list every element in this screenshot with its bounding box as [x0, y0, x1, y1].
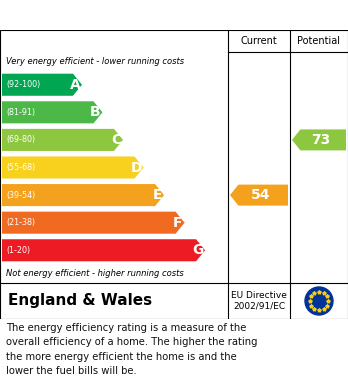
- Text: D: D: [131, 160, 142, 174]
- Text: England & Wales: England & Wales: [8, 294, 152, 308]
- Polygon shape: [2, 101, 102, 123]
- Text: (81-91): (81-91): [6, 108, 35, 117]
- Polygon shape: [2, 74, 82, 96]
- Text: EU Directive: EU Directive: [231, 292, 287, 301]
- Polygon shape: [292, 129, 346, 151]
- Text: E: E: [152, 188, 162, 202]
- Text: G: G: [192, 243, 204, 257]
- Text: 73: 73: [311, 133, 331, 147]
- Text: A: A: [70, 78, 80, 92]
- Polygon shape: [2, 184, 164, 206]
- Polygon shape: [2, 129, 123, 151]
- Text: Current: Current: [240, 36, 277, 46]
- Text: (21-38): (21-38): [6, 218, 35, 227]
- Text: B: B: [90, 105, 101, 119]
- Text: (69-80): (69-80): [6, 135, 35, 144]
- Polygon shape: [2, 156, 143, 179]
- Text: (55-68): (55-68): [6, 163, 35, 172]
- Text: (92-100): (92-100): [6, 80, 40, 89]
- Polygon shape: [2, 212, 184, 234]
- Text: 2002/91/EC: 2002/91/EC: [233, 301, 285, 310]
- Text: C: C: [111, 133, 121, 147]
- Text: Energy Efficiency Rating: Energy Efficiency Rating: [8, 7, 218, 23]
- Text: The energy efficiency rating is a measure of the
overall efficiency of a home. T: The energy efficiency rating is a measur…: [6, 323, 258, 376]
- Text: F: F: [173, 216, 182, 230]
- Text: Potential: Potential: [298, 36, 340, 46]
- Text: Not energy efficient - higher running costs: Not energy efficient - higher running co…: [6, 269, 184, 278]
- Text: Very energy efficient - lower running costs: Very energy efficient - lower running co…: [6, 57, 184, 66]
- Polygon shape: [2, 239, 205, 261]
- Circle shape: [305, 287, 333, 315]
- Text: 54: 54: [251, 188, 271, 202]
- Text: (1-20): (1-20): [6, 246, 30, 255]
- Text: (39-54): (39-54): [6, 190, 35, 199]
- Polygon shape: [230, 185, 288, 206]
